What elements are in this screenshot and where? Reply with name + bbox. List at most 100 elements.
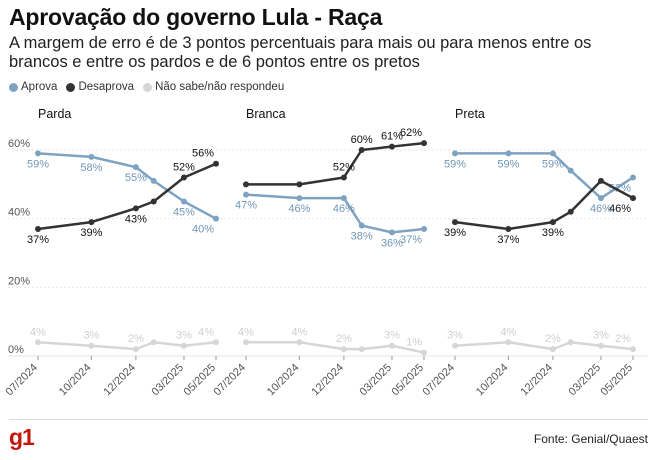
data-label-branca-aprova: 38% <box>351 231 373 243</box>
data-point-preta-desaprova <box>452 219 458 226</box>
data-point-preta-desaprova <box>630 195 636 202</box>
data-point-parda-aprova <box>150 177 157 184</box>
data-point-parda-nao-sabe-nao-respondeu <box>35 339 41 346</box>
data-point-preta-nao-sabe-nao-respondeu <box>567 339 574 346</box>
data-point-preta-aprova <box>597 195 604 202</box>
data-label-preta-aprova: 52% <box>609 182 631 194</box>
x-tick-label: 05/2025 <box>599 362 636 399</box>
data-point-branca-nao-sabe-nao-respondeu <box>421 349 427 356</box>
data-label-parda-nao-sabe-nao-respondeu: 2% <box>128 333 144 345</box>
series-line-branca-desaprova <box>246 141 425 186</box>
legend-item-desaprova: Desaprova <box>66 81 134 93</box>
data-point-preta-nao-sabe-nao-respondeu <box>630 346 636 353</box>
x-tick-label: 12/2024 <box>101 362 138 399</box>
data-point-parda-aprova <box>132 164 139 171</box>
x-tick-label: 12/2024 <box>309 362 346 399</box>
data-point-preta-nao-sabe-nao-respondeu <box>549 346 556 353</box>
series-line-parda-aprova <box>37 152 217 220</box>
series-line-parda-desaprova <box>37 162 217 231</box>
panel-title-branca: Branca <box>246 107 286 121</box>
data-label-preta-nao-sabe-nao-respondeu: 2% <box>615 333 631 345</box>
page-subtitle: A margem de erro é de 3 pontos percentua… <box>9 34 592 71</box>
data-label-parda-desaprova: 56% <box>192 148 214 160</box>
data-label-branca-aprova: 36% <box>381 237 403 249</box>
data-point-preta-nao-sabe-nao-respondeu <box>505 339 512 346</box>
data-label-parda-nao-sabe-nao-respondeu: 4% <box>198 326 214 338</box>
data-label-branca-desaprova: 60% <box>351 134 373 146</box>
x-tick-label: 10/2024 <box>474 362 511 399</box>
data-point-branca-nao-sabe-nao-respondeu <box>243 339 249 346</box>
data-point-branca-aprova <box>296 195 303 202</box>
x-tick-label: 07/2024 <box>421 362 458 399</box>
data-point-branca-aprova <box>340 195 347 202</box>
g1-logo: g1 <box>9 424 35 450</box>
x-tick-label: 12/2024 <box>518 362 555 399</box>
data-label-parda-desaprova: 39% <box>80 227 102 239</box>
data-label-branca-nao-sabe-nao-respondeu: 4% <box>238 326 254 338</box>
data-label-branca-aprova: 46% <box>333 203 355 215</box>
data-label-parda-nao-sabe-nao-respondeu: 4% <box>30 326 46 338</box>
data-label-preta-desaprova: 37% <box>497 234 519 246</box>
data-point-parda-desaprova <box>180 174 187 181</box>
page-title: Aprovação do governo Lula - Raça <box>9 4 383 30</box>
data-point-preta-aprova <box>630 174 636 181</box>
series-line-parda-nao-sabe-nao-respondeu <box>37 341 217 351</box>
data-point-parda-aprova <box>35 150 41 157</box>
data-label-preta-nao-sabe-nao-respondeu: 3% <box>447 330 463 342</box>
data-point-parda-desaprova <box>213 160 219 167</box>
data-label-branca-nao-sabe-nao-respondeu: 1% <box>406 337 422 349</box>
data-point-parda-desaprova <box>88 219 95 226</box>
data-label-branca-nao-sabe-nao-respondeu: 3% <box>384 330 400 342</box>
data-label-parda-aprova: 45% <box>173 207 195 219</box>
x-tick-label: 07/2024 <box>4 362 41 399</box>
data-point-preta-desaprova <box>597 177 604 184</box>
data-label-parda-desaprova: 43% <box>125 213 147 225</box>
legend-item-nao-sabe: Não sabe/não respondeu <box>143 81 284 93</box>
x-tick-label: 05/2025 <box>182 362 219 399</box>
data-point-preta-nao-sabe-nao-respondeu <box>452 342 458 349</box>
data-label-preta-nao-sabe-nao-respondeu: 4% <box>500 326 516 338</box>
data-label-preta-desaprova: 39% <box>542 227 564 239</box>
data-point-parda-nao-sabe-nao-respondeu <box>180 342 187 349</box>
x-tick-label: 10/2024 <box>57 362 94 399</box>
data-label-parda-desaprova: 52% <box>173 161 195 173</box>
data-point-parda-desaprova <box>35 225 41 232</box>
legend-label-aprova: Aprova <box>21 81 58 93</box>
data-label-preta-desaprova: 39% <box>444 227 466 239</box>
data-point-parda-aprova <box>88 153 95 160</box>
data-point-parda-desaprova <box>132 205 139 212</box>
data-label-parda-aprova: 40% <box>192 224 214 236</box>
data-point-preta-desaprova <box>505 225 512 232</box>
series-line-preta-desaprova <box>454 179 634 231</box>
data-point-preta-aprova <box>549 150 556 157</box>
data-point-branca-nao-sabe-nao-respondeu <box>340 346 347 353</box>
data-label-preta-aprova: 59% <box>542 158 564 170</box>
data-point-parda-nao-sabe-nao-respondeu <box>213 339 219 346</box>
legend-label-nao-sabe: Não sabe/não respondeu <box>155 81 285 93</box>
data-point-parda-nao-sabe-nao-respondeu <box>88 342 95 349</box>
data-point-parda-aprova <box>213 215 219 222</box>
data-point-branca-nao-sabe-nao-respondeu <box>388 342 395 349</box>
data-point-preta-nao-sabe-nao-respondeu <box>597 342 604 349</box>
chart-legend: Aprova Desaprova Não sabe/não respondeu <box>9 81 287 93</box>
legend-item-aprova: Aprova <box>9 81 57 93</box>
y-tick-label: 60% <box>8 138 30 150</box>
data-point-preta-aprova <box>505 150 512 157</box>
data-label-preta-aprova: 59% <box>444 158 466 170</box>
data-point-branca-desaprova <box>388 143 395 150</box>
data-point-branca-desaprova <box>421 140 427 147</box>
data-point-branca-nao-sabe-nao-respondeu <box>358 346 365 353</box>
data-label-preta-desaprova: 46% <box>609 203 631 215</box>
series-line-preta-nao-sabe-nao-respondeu <box>454 341 634 351</box>
data-point-branca-aprova <box>388 229 395 236</box>
series-line-branca-aprova <box>245 193 425 234</box>
y-tick-label: 0% <box>8 344 24 356</box>
x-tick-label: 03/2025 <box>357 362 394 399</box>
data-point-branca-desaprova <box>296 181 303 188</box>
data-point-parda-aprova <box>180 198 187 205</box>
data-label-parda-aprova: 55% <box>125 172 147 184</box>
panel-title-parda: Parda <box>38 107 71 121</box>
data-point-branca-desaprova <box>358 147 365 153</box>
data-label-parda-nao-sabe-nao-respondeu: 3% <box>176 330 192 342</box>
